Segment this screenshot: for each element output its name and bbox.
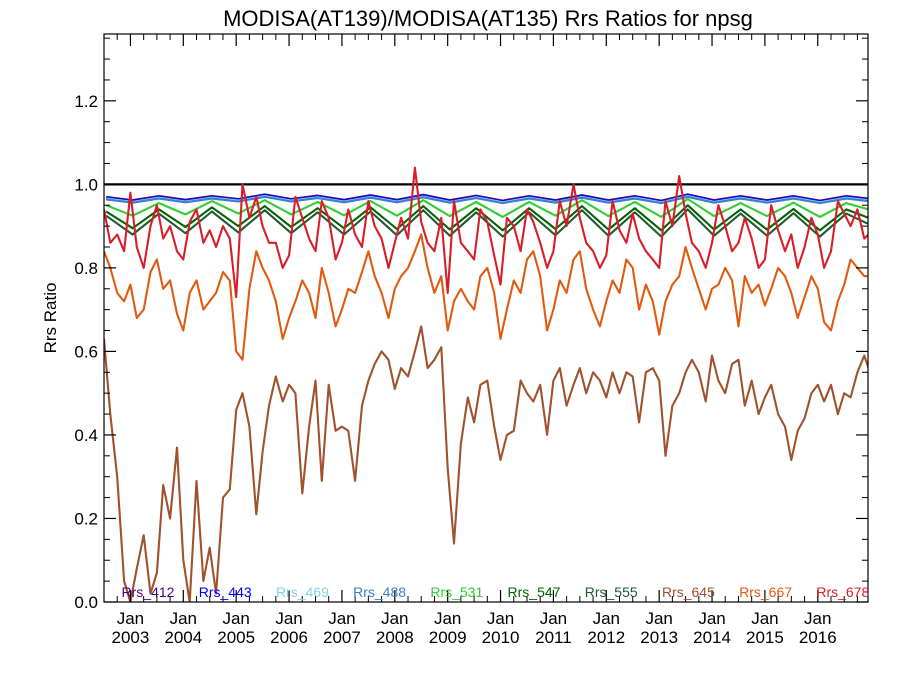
x-tick-label-year: 2005 xyxy=(217,628,255,647)
y-axis-label: Rrs Ratio xyxy=(41,283,60,354)
x-tick-label-year: 2009 xyxy=(429,628,467,647)
chart-title: MODISA(AT139)/MODISA(AT135) Rrs Ratios f… xyxy=(223,6,753,31)
x-tick-label-year: 2015 xyxy=(746,628,784,647)
x-tick-label-month: Jan xyxy=(328,609,355,628)
plot-frame xyxy=(103,33,869,603)
x-tick-label-year: 2008 xyxy=(376,628,414,647)
legend-item-rrs-488: Rrs_488 xyxy=(353,584,406,600)
series-line-rrs-667 xyxy=(104,233,868,361)
x-tick-label-month: Jan xyxy=(804,609,831,628)
legend-item-rrs-412: Rrs_412 xyxy=(122,584,175,600)
series-line-rrs-678 xyxy=(104,166,868,299)
x-tick-label-month: Jan xyxy=(751,609,778,628)
x-tick-label-year: 2007 xyxy=(323,628,361,647)
x-tick-label-month: Jan xyxy=(222,609,249,628)
legend-item-rrs-555: Rrs_555 xyxy=(585,584,638,600)
y-tick-label: 0.0 xyxy=(74,593,98,612)
y-tick-label: 1.2 xyxy=(74,92,98,111)
series-line-rrs-547 xyxy=(105,204,868,232)
legend: Rrs_412 Rrs_443 Rrs_469 Rrs_488 Rrs_531 Rrs_5… xyxy=(122,584,870,600)
x-tick-label-month: Jan xyxy=(645,609,672,628)
series-line-rrs-531 xyxy=(105,197,868,218)
x-tick-label-year: 2003 xyxy=(112,628,150,647)
legend-item-rrs-678: Rrs_678 xyxy=(816,584,869,600)
axes-layer: 0.00.20.40.60.81.01.2Jan2003Jan2004Jan20… xyxy=(74,33,869,647)
legend-item-rrs-645: Rrs_645 xyxy=(662,584,715,600)
x-tick-label-month: Jan xyxy=(540,609,567,628)
legend-item-rrs-443: Rrs_443 xyxy=(199,584,252,600)
x-tick-label-year: 2016 xyxy=(799,628,837,647)
x-tick-label-year: 2006 xyxy=(270,628,308,647)
y-tick-label: 0.8 xyxy=(74,259,98,278)
legend-item-rrs-531: Rrs_531 xyxy=(430,584,483,600)
series-layer xyxy=(104,166,868,602)
y-tick-label: 0.4 xyxy=(74,426,98,445)
x-tick-label-year: 2011 xyxy=(535,628,572,647)
x-tick-label-year: 2014 xyxy=(693,628,731,647)
legend-item-rrs-667: Rrs_667 xyxy=(739,584,792,600)
x-tick-label-month: Jan xyxy=(593,609,620,628)
x-tick-label-month: Jan xyxy=(381,609,408,628)
legend-item-rrs-547: Rrs_547 xyxy=(508,584,561,600)
x-tick-label-year: 2013 xyxy=(640,628,678,647)
x-tick-label-month: Jan xyxy=(275,609,302,628)
x-tick-label-month: Jan xyxy=(434,609,461,628)
y-tick-label: 0.6 xyxy=(74,342,98,361)
y-tick-label: 0.2 xyxy=(74,509,98,528)
x-tick-label-year: 2010 xyxy=(482,628,520,647)
y-tick-label: 1.0 xyxy=(74,175,98,194)
x-tick-label-month: Jan xyxy=(698,609,725,628)
x-tick-label-month: Jan xyxy=(117,609,144,628)
x-tick-label-month: Jan xyxy=(487,609,514,628)
x-tick-label-year: 2012 xyxy=(587,628,625,647)
series-line-rrs-645 xyxy=(104,325,868,602)
x-tick-label-year: 2004 xyxy=(164,628,202,647)
legend-item-rrs-469: Rrs_469 xyxy=(276,584,329,600)
x-tick-label-month: Jan xyxy=(170,609,197,628)
series-line-rrs-488 xyxy=(105,195,868,205)
